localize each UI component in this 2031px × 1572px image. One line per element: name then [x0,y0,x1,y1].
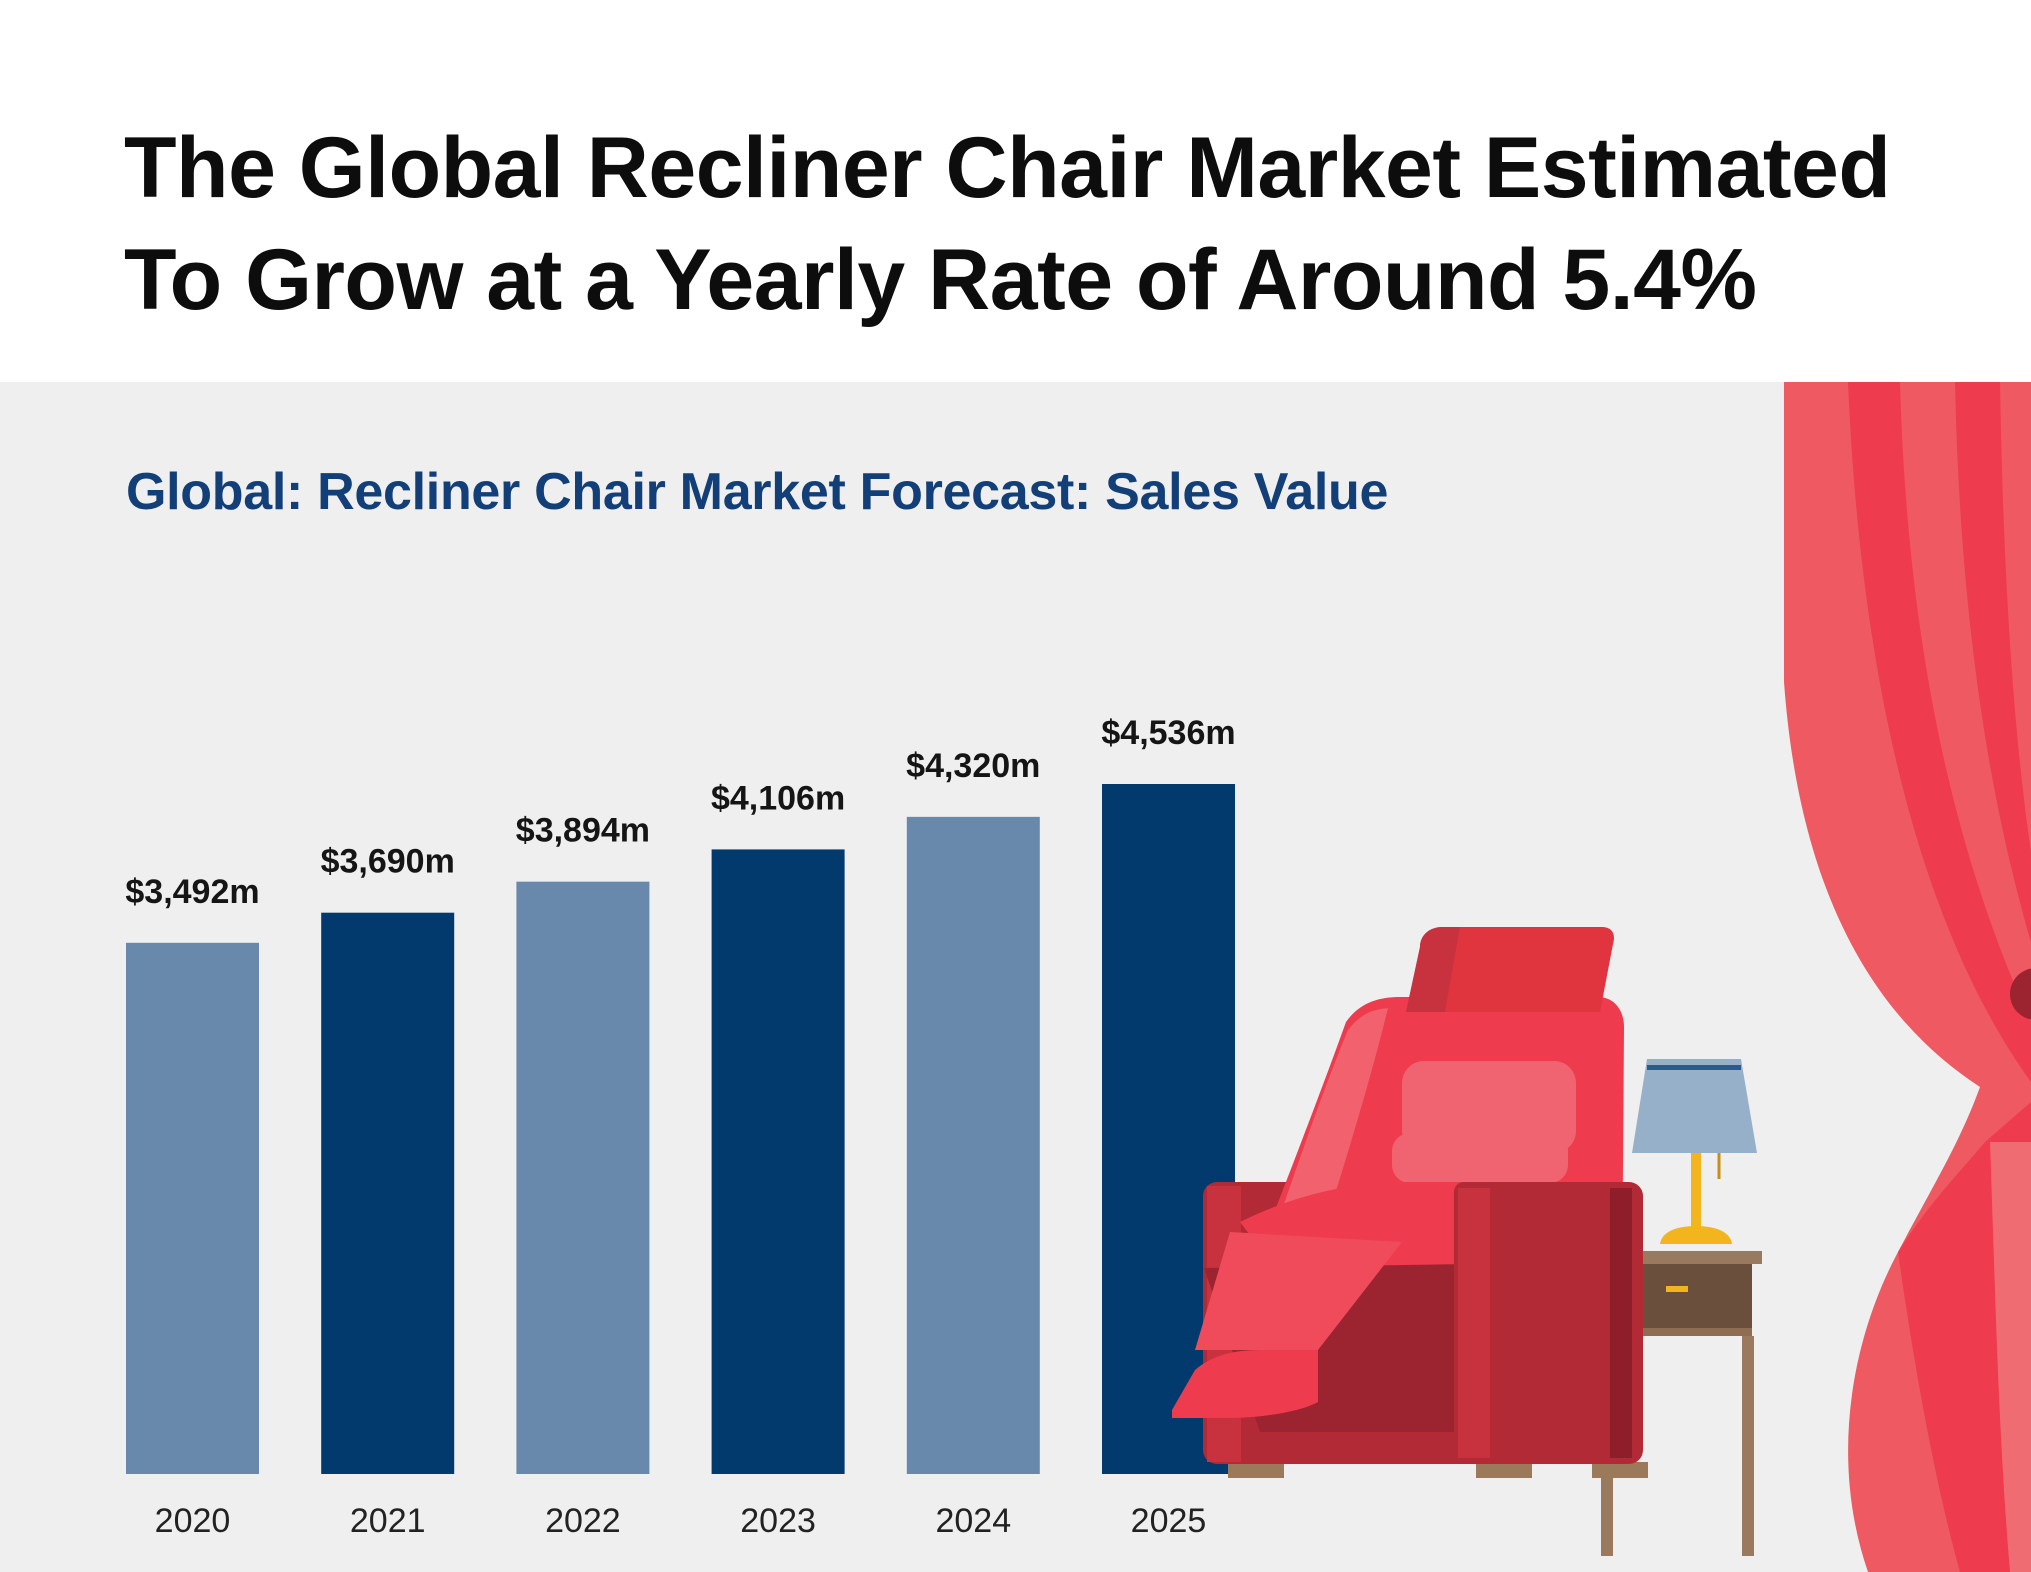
bar-2021 [321,912,455,1474]
bar-2024 [906,816,1040,1474]
bar-2023 [711,849,845,1474]
bar-value-label-2024: $4,320m [906,747,1040,785]
bar-value-label-2025: $4,536m [1101,714,1235,752]
x-tick-label-2025: 2025 [1131,1502,1207,1540]
bar-value-label-2023: $4,106m [711,779,845,817]
x-tick-label-2022: 2022 [545,1502,621,1540]
bars-group: $3,492m 2020 $3,690m 2021 $3,894m 2022 $4,106m… [125,714,1235,1540]
header: The Global Recliner Chair Market Estimat… [0,0,2031,382]
bar-value-label-2021: $3,690m [321,843,455,881]
bar-2022 [516,881,650,1474]
bar-chart: $3,492m 2020 $3,690m 2021 $3,894m 2022 $4,106m… [125,382,2031,1572]
x-tick-label-2024: 2024 [935,1502,1011,1540]
chart-title: Global: Recliner Chair Market Forecast: … [126,463,1389,521]
bar-value-label-2020: $3,492m [125,873,259,911]
title-line-1: The Global Recliner Chair Market Estimat… [124,120,1891,216]
bar-2020 [126,942,259,1474]
x-tick-label-2023: 2023 [740,1502,816,1540]
x-tick-label-2021: 2021 [350,1502,426,1540]
page-title: The Global Recliner Chair Market Estimat… [124,112,1924,336]
curtain-illustration [1784,382,2031,1572]
title-line-2: To Grow at a Yearly Rate of Around 5.4% [124,232,1757,328]
recliner-chair-illustration [1172,927,1648,1478]
bar-value-label-2022: $3,894m [516,812,650,850]
x-tick-label-2020: 2020 [155,1502,231,1540]
chart-panel: Global: Recliner Chair Market Forecast: … [0,382,2031,1572]
